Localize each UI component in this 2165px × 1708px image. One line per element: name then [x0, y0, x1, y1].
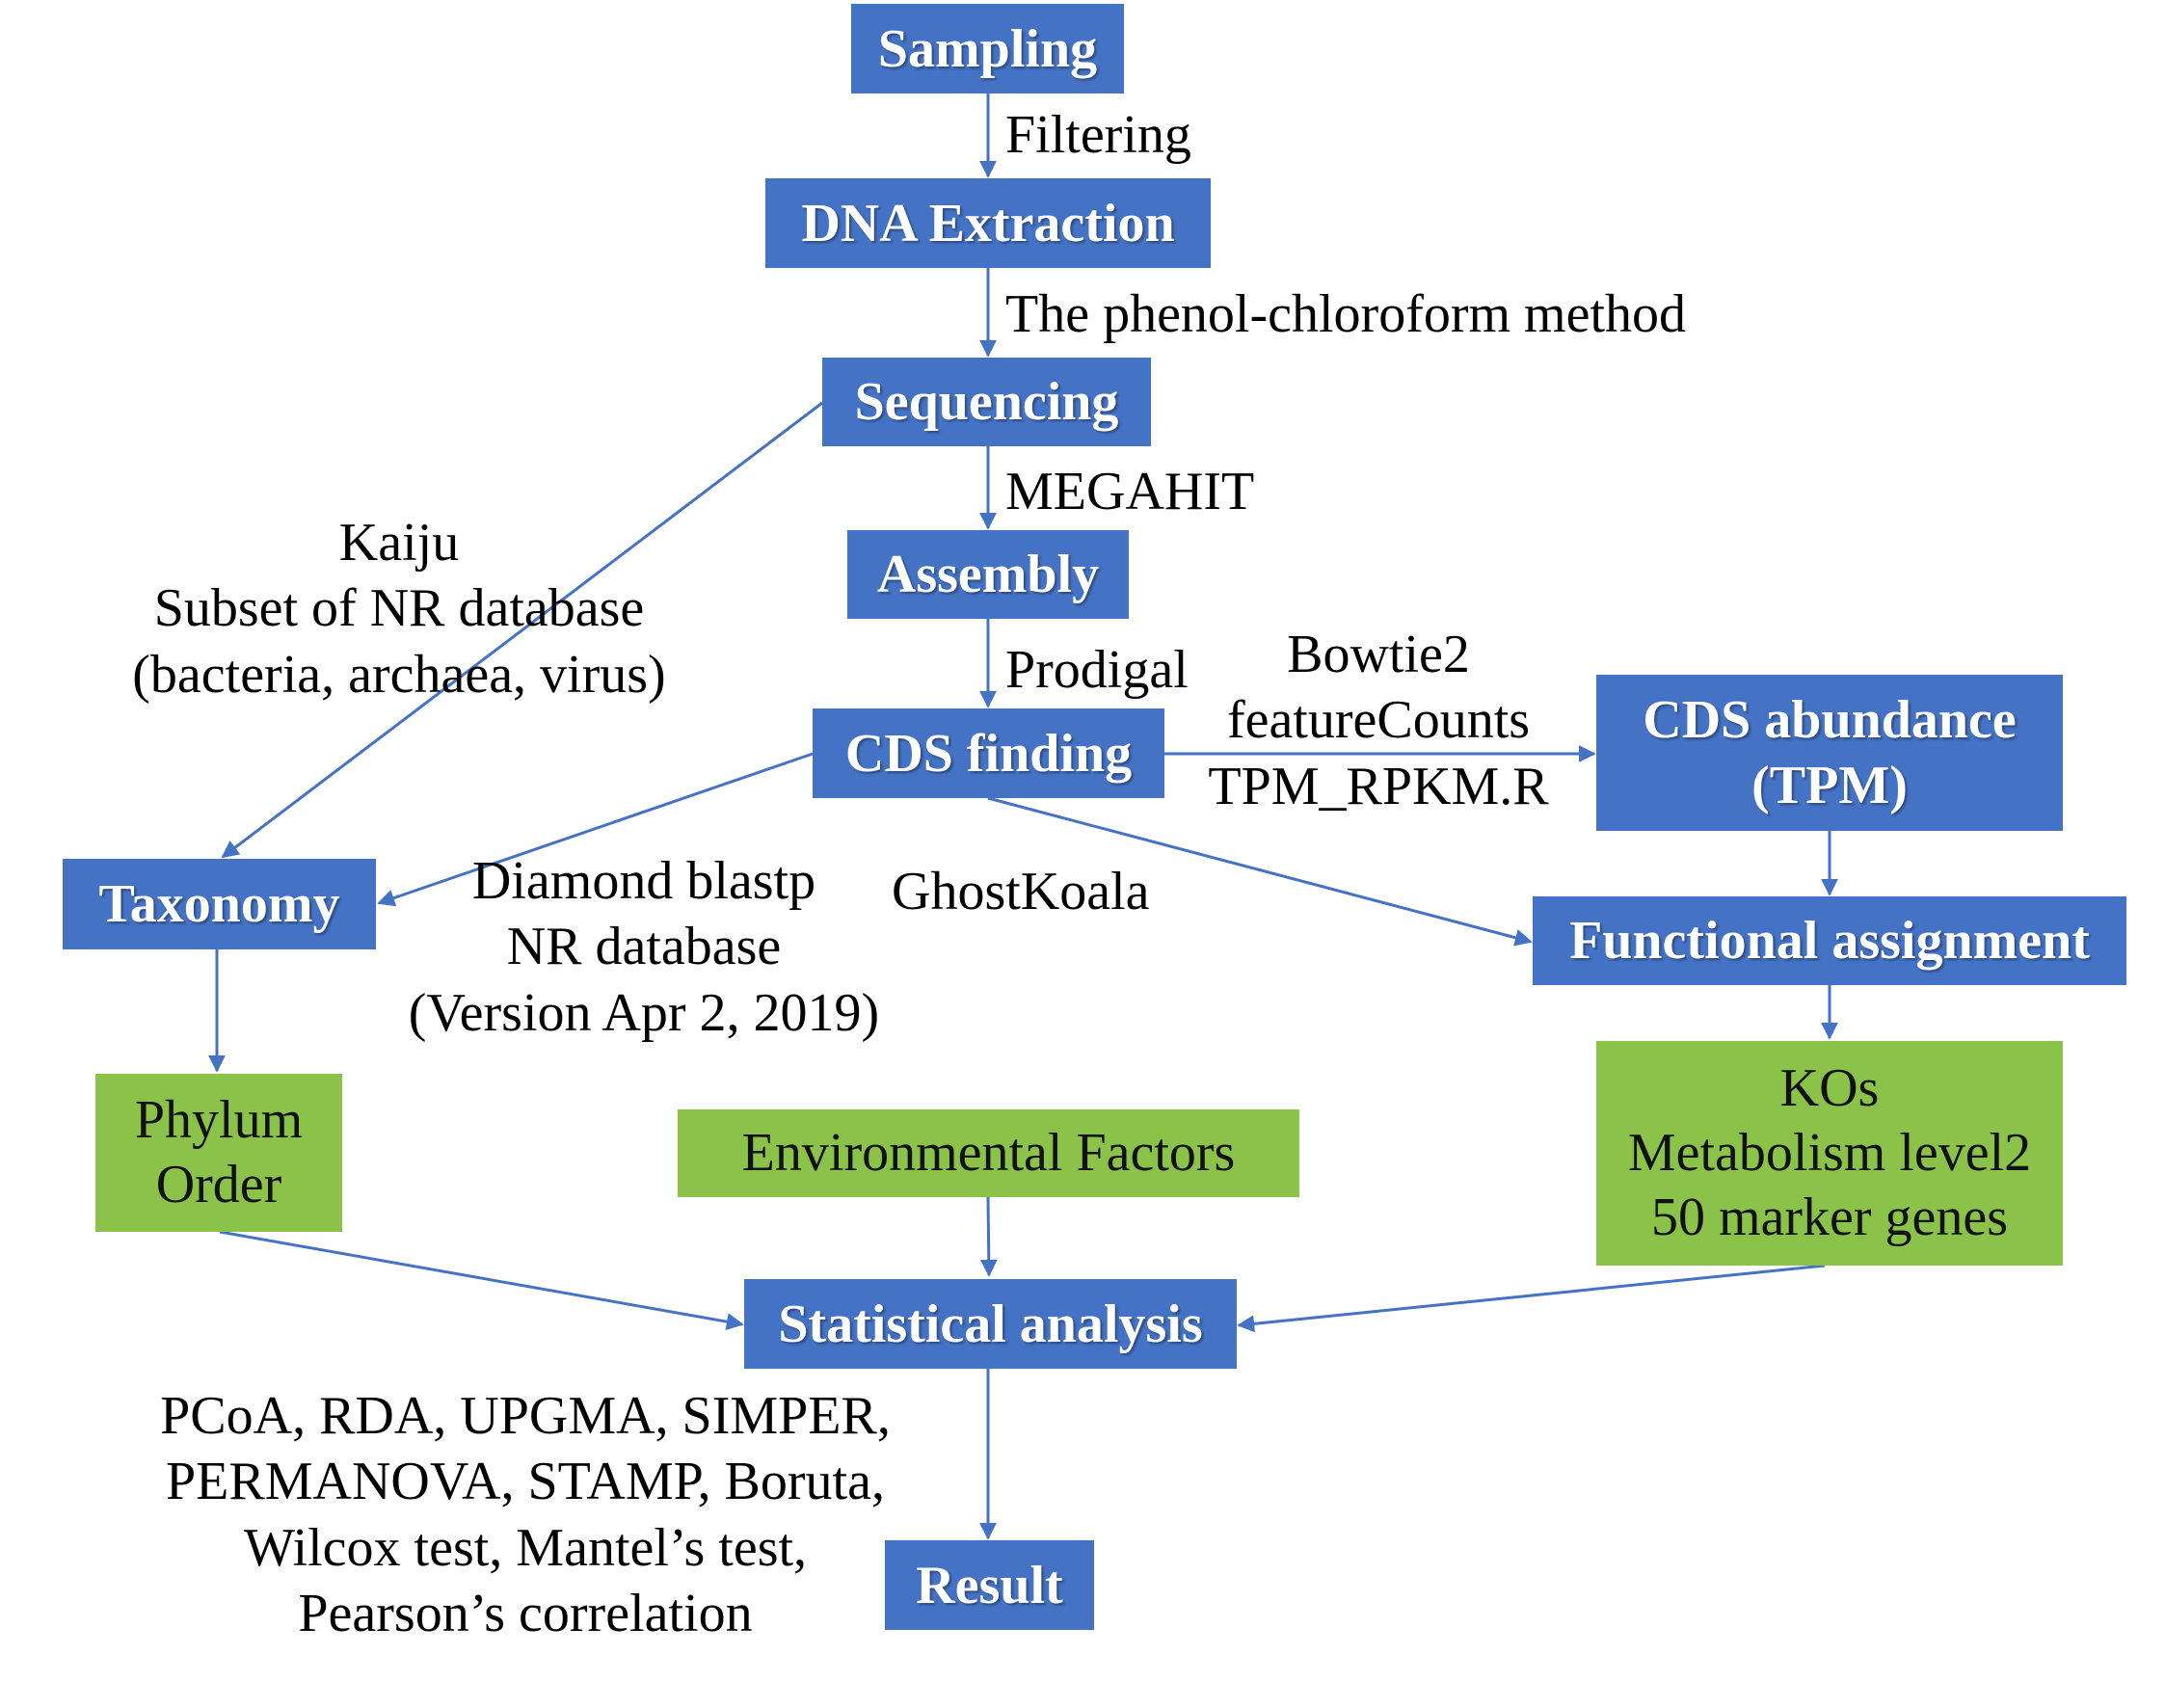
node-cds-finding-label: CDS finding [844, 723, 1133, 784]
node-sampling-label: Sampling [877, 18, 1098, 79]
node-kos-line3: 50 marker genes [1650, 1188, 2009, 1248]
node-taxonomy-label: Taxonomy [98, 874, 340, 934]
label-filtering: Filtering [1005, 105, 1191, 165]
arrow-env-to-stats [979, 1196, 998, 1277]
node-dna-extraction: DNA Extraction [765, 178, 1211, 268]
label-stats-methods: PCoA, RDA, UPGMA, SIMPER, PERMANOVA, STA… [145, 1383, 906, 1646]
arrow-sequencing-to-taxonomy [221, 401, 823, 859]
label-bowtie-line1: Bowtie2 [1287, 625, 1470, 684]
node-cds-abundance-line1: CDS abundance [1643, 689, 2017, 750]
node-functional-assignment: Functional assignment [1533, 896, 2126, 985]
label-diamond-line1: Diamond blastp [471, 851, 816, 911]
label-ghostkoala: GhostKoala [892, 862, 1150, 921]
node-statistical-analysis-label: Statistical analysis [778, 1294, 1203, 1354]
node-sampling: Sampling [851, 4, 1124, 93]
node-phylum-line: Phylum [134, 1089, 304, 1150]
node-cds-abundance-line2: (TPM) [1751, 756, 1908, 815]
label-megahit: MEGAHIT [1005, 462, 1255, 521]
arrow-cds-to-functional [987, 796, 1533, 947]
label-bowtie-line2: featureCounts [1226, 690, 1531, 751]
label-kaiju-line1: Kaiju [338, 513, 460, 573]
node-cds-abundance: CDS abundance (TPM) [1596, 675, 2063, 831]
node-result: Result [885, 1540, 1094, 1630]
label-bowtie-line3: TPM_RPKM.R [1208, 756, 1549, 816]
label-diamond-line2: NR database [506, 917, 782, 977]
label-kaiju: Kaiju Subset of NR database (bacteria, a… [110, 510, 688, 707]
node-taxonomy: Taxonomy [63, 859, 376, 949]
node-dna-extraction-label: DNA Extraction [801, 193, 1175, 254]
node-result-label: Result [916, 1555, 1063, 1615]
label-bowtie: Bowtie2 featureCounts TPM_RPKM.R [1186, 622, 1571, 819]
label-kaiju-line2: Subset of NR database [153, 578, 645, 639]
arrow-phylum-to-stats [219, 1230, 744, 1331]
node-kos-line2: Metabolism level2 [1627, 1122, 2032, 1183]
label-stats-methods-line1: PCoA, RDA, UPGMA, SIMPER, [160, 1386, 891, 1446]
node-kos: KOs Metabolism level2 50 marker genes [1596, 1041, 2063, 1266]
node-order-line: Order [155, 1155, 282, 1214]
label-diamond-line3: (Version Apr 2, 2019) [408, 982, 880, 1043]
node-cds-finding: CDS finding [813, 708, 1164, 798]
node-sequencing-label: Sequencing [854, 372, 1119, 432]
node-statistical-analysis: Statistical analysis [744, 1279, 1237, 1369]
label-phenol-chloroform: The phenol-chloroform method [1005, 284, 1687, 344]
label-stats-methods-line2: PERMANOVA, STAMP, Boruta, [166, 1452, 885, 1512]
node-assembly-label: Assembly [876, 545, 1100, 604]
label-stats-methods-line4: Pearson’s correlation [298, 1583, 753, 1643]
label-prodigal: Prodigal [1005, 640, 1189, 700]
node-functional-assignment-label: Functional assignment [1569, 911, 2090, 971]
node-sequencing: Sequencing [822, 358, 1151, 446]
label-stats-methods-line3: Wilcox test, Mantel’s test, [243, 1517, 808, 1578]
node-assembly: Assembly [847, 530, 1129, 619]
node-environmental-factors: Environmental Factors [678, 1109, 1299, 1197]
node-environmental-factors-label: Environmental Factors [741, 1122, 1236, 1183]
arrow-cds-to-taxonomy [377, 752, 814, 907]
label-diamond: Diamond blastp NR database (Version Apr … [374, 848, 914, 1046]
node-phylum-order: Phylum Order [95, 1074, 342, 1232]
label-kaiju-line3: (bacteria, archaea, virus) [132, 644, 666, 705]
node-kos-line1: KOs [1779, 1057, 1880, 1118]
arrow-kos-to-stats [1237, 1264, 1826, 1333]
